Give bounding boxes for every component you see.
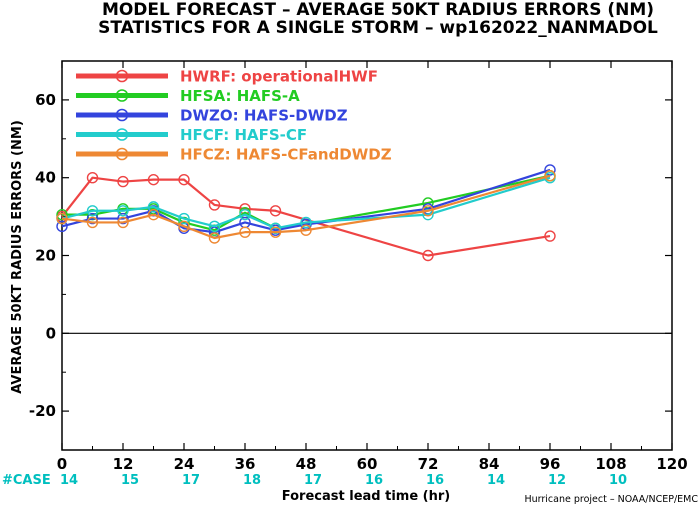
- y-tick-label: -20: [29, 402, 56, 420]
- series-line-4: [61, 176, 551, 230]
- series-4-point: [269, 222, 282, 234]
- y-tick-label: 0: [46, 324, 56, 342]
- series-5-point: [422, 205, 434, 217]
- legend-swatch-marker: [115, 108, 129, 122]
- y-tick-label: 60: [35, 91, 56, 109]
- case-count: 17: [182, 473, 200, 488]
- y-axis-label: AVERAGE 50KT RADIUS ERRORS (NM): [10, 120, 25, 394]
- series-4-point: [86, 205, 99, 217]
- case-label: #CASE: [2, 473, 51, 488]
- series-1-point: [422, 249, 434, 262]
- case-count: 16: [365, 473, 383, 488]
- series-5-point: [208, 232, 221, 244]
- series-4-point: [300, 216, 312, 229]
- series-line-5: [61, 174, 551, 240]
- series-5-point: [178, 220, 190, 233]
- x-tick-label: 120: [656, 455, 687, 473]
- x-tick-label: 96: [540, 455, 561, 473]
- series-line-1: [61, 176, 551, 257]
- legend-swatch-marker: [115, 147, 129, 161]
- credit-text: Hurricane project – NOAA/NCEP/EMC: [524, 494, 698, 505]
- series-5-point: [269, 226, 282, 238]
- legend-swatch-marker: [115, 89, 129, 102]
- x-tick-label: 36: [235, 455, 256, 473]
- case-count: 14: [60, 473, 78, 488]
- x-axis-label: Forecast lead time (hr): [282, 489, 450, 504]
- series-5-point: [147, 208, 160, 221]
- x-tick-label: 108: [595, 455, 626, 473]
- chart-title-line1: MODEL FORECAST – AVERAGE 50KT RADIUS ERR…: [102, 0, 654, 20]
- series-5-point: [300, 224, 312, 236]
- series-4-point: [208, 220, 221, 233]
- case-count: 17: [304, 473, 322, 488]
- series-1-point: [544, 230, 556, 242]
- case-count: 12: [548, 473, 566, 488]
- x-tick-label: 0: [57, 455, 67, 473]
- series-3-point: [86, 212, 99, 225]
- legend-label: HWRF: operationalHWF: [180, 68, 378, 86]
- plot-frame: [61, 60, 673, 451]
- series-5-point: [239, 226, 251, 238]
- series-2-point: [56, 208, 68, 221]
- case-count: 14: [487, 473, 505, 488]
- series-4-point: [117, 205, 129, 217]
- series-3-point: [544, 164, 556, 176]
- case-count: 18: [243, 473, 261, 488]
- chart-title-line2: STATISTICS FOR A SINGLE STORM – wp162022…: [98, 18, 658, 38]
- y-tick-label: 20: [35, 247, 56, 265]
- series-3-point: [117, 212, 129, 225]
- legend-label: HFCF: HAFS-CF: [180, 126, 307, 144]
- x-tick-label: 24: [174, 455, 195, 473]
- series-4-point: [147, 201, 160, 213]
- x-tick-label: 84: [479, 455, 500, 473]
- y-tick-label: 40: [35, 169, 56, 187]
- legend-swatch-marker: [115, 128, 129, 141]
- series-5-point: [86, 216, 99, 229]
- series-1-point: [86, 171, 99, 184]
- series-4-point: [178, 212, 190, 225]
- series-3-point: [56, 220, 68, 233]
- x-tick-label: 72: [418, 455, 439, 473]
- series-1-point: [269, 205, 282, 217]
- series-4-point: [239, 208, 251, 221]
- series-1-point: [178, 173, 190, 186]
- case-count: 15: [121, 473, 139, 488]
- x-tick-label: 60: [357, 455, 378, 473]
- case-count: 16: [426, 473, 444, 488]
- series-1-point: [208, 199, 221, 211]
- legend-label: HFCZ: HAFS-CFandDWDZ: [180, 146, 392, 164]
- x-tick-label: 48: [296, 455, 317, 473]
- legend-label: HFSA: HAFS-A: [180, 87, 300, 105]
- x-tick-label: 12: [113, 455, 134, 473]
- case-count: 10: [609, 473, 627, 488]
- series-1-point: [147, 173, 160, 186]
- series-5-point: [544, 170, 556, 182]
- series-5-point: [56, 212, 68, 225]
- plot-area: 0 12 24 36 48 60 72 84 96 108 120 -20 0 20 40 60 HWRF: o…: [29, 60, 688, 488]
- legend-swatch-marker: [115, 69, 129, 83]
- legend-label: DWZO: HAFS-DWDZ: [180, 107, 348, 125]
- series-5-point: [117, 216, 129, 229]
- series-1-point: [117, 175, 129, 188]
